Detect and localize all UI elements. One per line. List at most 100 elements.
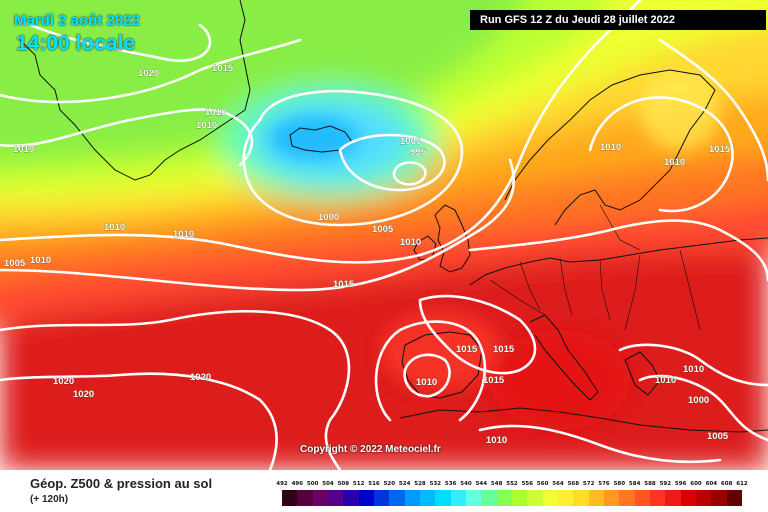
isobar-label: 1010 [655, 375, 676, 386]
isobar-label: 1015 [456, 344, 478, 355]
isobars [0, 0, 768, 470]
scale-swatch [558, 490, 574, 506]
scale-tick-label: 580 [613, 481, 626, 487]
isobar-1015-scandinavia [658, 38, 768, 182]
scale-tick-label: 492 [276, 481, 288, 487]
isobar-1015-iberia [374, 320, 487, 422]
scale-tick-label: 504 [322, 481, 334, 487]
scale-swatch [420, 490, 436, 506]
scale-swatch [374, 490, 390, 506]
legend-subtitle: (+ 120h) [30, 494, 69, 505]
isobar-1010-balkans [618, 343, 768, 387]
isobar-label: 1010 [683, 364, 704, 375]
isobar-label: 1000 [400, 136, 421, 147]
africa-coast [399, 407, 768, 433]
country-borders [489, 204, 701, 331]
scale-swatch [358, 490, 375, 506]
isobar-1015-central [468, 219, 768, 282]
greece-coast [624, 351, 661, 396]
scale-tick-label: 608 [720, 481, 733, 487]
scale-swatch [650, 490, 666, 506]
isobar-1015-atlantic [0, 158, 515, 292]
scale-tick-label: 516 [368, 481, 380, 487]
isobar-1010-south-east [478, 424, 722, 464]
isobar-label: 1020 [53, 376, 74, 387]
scale-swatch [634, 490, 651, 506]
legend-title: Géop. Z500 & pression au sol [30, 476, 213, 491]
isobar-1010-iberia [403, 353, 451, 398]
isobar-1015-south [0, 372, 278, 470]
colour-scale: 492 496 500 504 508 512 516 520 524 528 532 536 540 5… [276, 478, 752, 508]
scale-tick-label: 536 [444, 481, 457, 487]
scale-swatch [696, 490, 712, 506]
isobar-label: 1015 [483, 375, 505, 386]
forecast-time: 14:00 locale [16, 32, 136, 55]
scale-tick-label: 596 [674, 481, 687, 487]
z500-core [270, 70, 720, 430]
isobar-label: 1020 [73, 389, 94, 400]
isobar-label: 1010 [486, 435, 507, 446]
isobar-label: 1015 [493, 344, 515, 355]
scale-tick-label: 512 [352, 481, 365, 487]
isobar-label: 1010 [664, 157, 685, 168]
britain-coast [434, 204, 471, 273]
legend-footer: Géop. Z500 & pression au sol (+ 120h) 49… [0, 470, 768, 512]
scale-tick-label: 548 [490, 481, 503, 487]
scale-swatch [726, 490, 743, 506]
copyright-notice: Copyright © 2022 Meteociel.fr [300, 444, 441, 455]
scale-tick-label: 556 [521, 481, 534, 487]
scale-swatch [297, 490, 314, 506]
scale-tick-label: 508 [337, 481, 350, 487]
forecast-date: Mardi 2 août 2022 [14, 12, 140, 29]
scale-tick-label: 532 [429, 481, 442, 487]
scale-swatch [481, 490, 498, 506]
isobar-label: 1000 [688, 395, 709, 406]
isobar-low-core [392, 161, 427, 186]
isobar-label: 1015 [212, 63, 234, 74]
isobar-label: 1010 [104, 222, 125, 233]
isobar-label: 1015 [709, 144, 731, 155]
scale-tick-label: 572 [582, 481, 595, 487]
scale-tick-label: 496 [291, 481, 304, 487]
isobar-low-outer [242, 89, 464, 227]
scale-swatch [512, 490, 528, 506]
isobar-1020-azores [0, 309, 351, 470]
isobar-label: 1015 [333, 279, 355, 290]
scale-swatch [573, 490, 590, 506]
scale-swatch [588, 490, 605, 506]
italy-coast [529, 314, 599, 401]
scale-swatch [404, 490, 421, 506]
isobar-label: 1010 [30, 255, 51, 266]
isobar-low-mid [338, 133, 446, 192]
isobar-1015-europe [418, 294, 537, 375]
scale-swatch [328, 490, 344, 506]
isobar-label: 1010 [416, 377, 437, 388]
scale-swatch [542, 490, 559, 506]
scale-swatch [680, 490, 697, 506]
scale-swatch [527, 490, 544, 506]
isobar-1005-east [638, 374, 768, 442]
scale-tick-label: 588 [644, 481, 656, 487]
isobar-1010-atlantic [0, 0, 642, 264]
scale-tick-label: 592 [659, 481, 672, 487]
scale-tick-label: 604 [705, 481, 718, 487]
z500-field [0, 0, 768, 470]
isobar-label: 1010 [13, 144, 34, 155]
scale-swatch [312, 490, 329, 506]
isobar-label: 1020 [190, 372, 211, 383]
forecast-map: 1020 1015 1010 1010 1010 1010 1010 1000 … [0, 0, 768, 470]
isobar-labels: 1020 1015 1010 1010 1010 1010 1010 1000 … [4, 63, 731, 446]
europe-coast [469, 237, 768, 286]
greenland-coast [19, 0, 251, 181]
scale-swatch [711, 490, 728, 506]
scale-tick-label: 524 [398, 481, 411, 487]
scale-swatch [604, 490, 620, 506]
isobar-label: 1010 [196, 120, 217, 131]
isobar-label: 1010 [400, 237, 421, 248]
iberia-coast [401, 331, 483, 399]
isobar-1010-scandinavia [588, 96, 734, 213]
scale-tick-label: 544 [475, 481, 488, 487]
scale-tick-label: 612 [736, 481, 748, 487]
scale-swatch [665, 490, 682, 506]
